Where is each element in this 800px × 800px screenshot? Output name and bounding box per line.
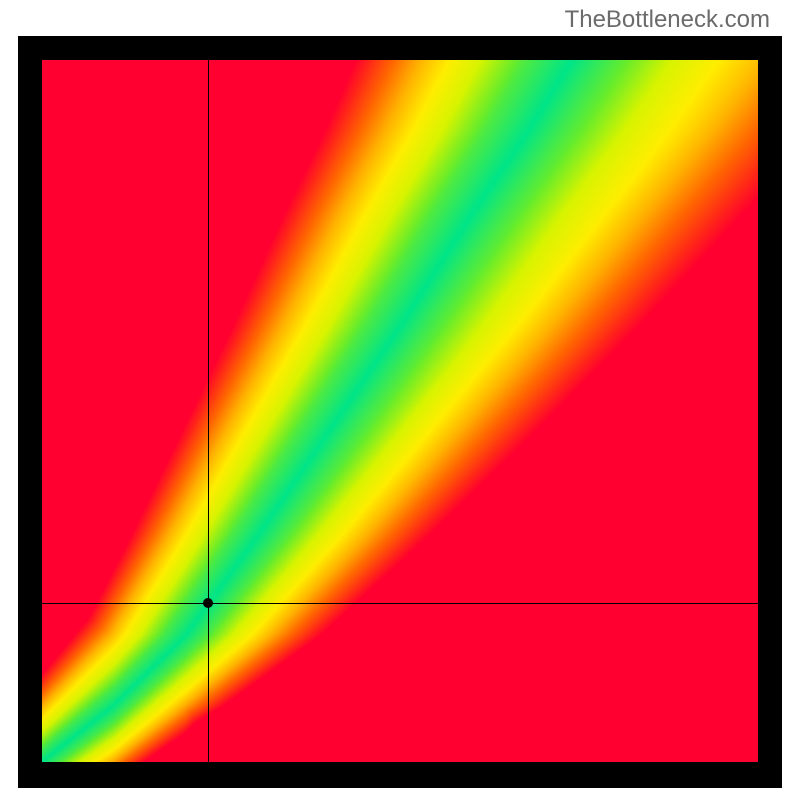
crosshair-marker xyxy=(203,598,213,608)
watermark-text: TheBottleneck.com xyxy=(565,6,770,34)
heatmap-plot xyxy=(42,60,758,762)
crosshair-horizontal xyxy=(42,603,758,604)
crosshair-vertical xyxy=(208,60,209,762)
chart-frame xyxy=(18,36,782,788)
heatmap-canvas xyxy=(42,60,758,762)
